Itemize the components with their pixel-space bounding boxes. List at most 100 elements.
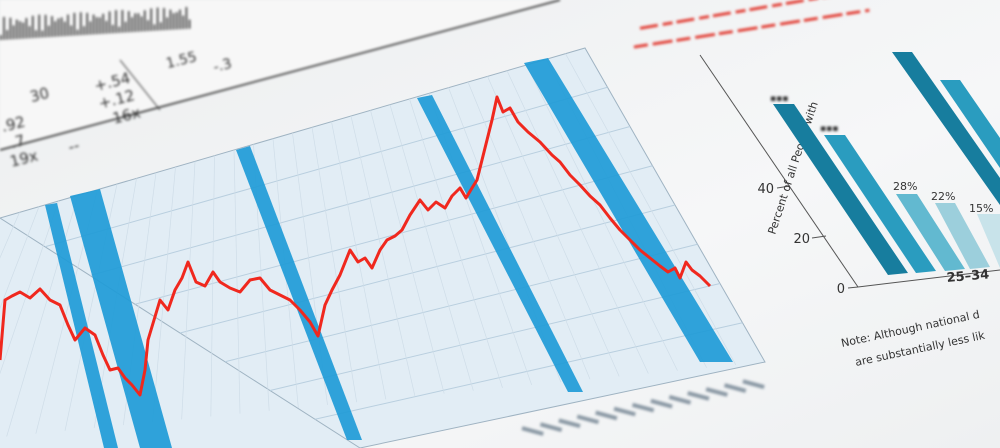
- recession-stripes: [45, 58, 733, 448]
- histogram-bar: [185, 7, 188, 29]
- table-divider: [119, 59, 161, 111]
- grid-line-horizontal: [314, 322, 743, 420]
- x-tick-label-blurred: [650, 398, 673, 409]
- histogram-bar: [67, 14, 69, 36]
- histogram-bar: [86, 12, 88, 35]
- bar-5: [977, 214, 1000, 268]
- blue-stripe: [236, 146, 362, 440]
- grid-line-vertical: [350, 115, 416, 397]
- histogram-fragment: [0, 7, 191, 40]
- table-cell: 30: [28, 84, 51, 106]
- red-header-text: [633, 0, 870, 49]
- histogram-bar: [176, 12, 178, 30]
- histogram-bar: [128, 11, 130, 33]
- bar-4: [935, 203, 990, 269]
- tick-40: [776, 185, 791, 189]
- x-tick-label-blurred: [687, 391, 710, 401]
- histogram-bar: [83, 26, 85, 36]
- histogram-bar: [89, 21, 92, 35]
- printed-table-sheet: 30 +.54 .92 +.12 .7 16x 19x -- 1.55 -.3: [0, 0, 561, 171]
- grid-line-vertical: [0, 212, 20, 259]
- grid-line-horizontal: [89, 126, 631, 276]
- table-edge-line: [0, 0, 561, 151]
- histogram-bar: [44, 14, 47, 38]
- grid-line-vertical: [487, 76, 620, 377]
- histogram-bar: [124, 21, 127, 33]
- x-tick-label-blurred: [668, 395, 692, 405]
- histogram-bar: [80, 12, 82, 36]
- histogram-bar: [92, 14, 95, 35]
- histogram-bar: [182, 15, 184, 30]
- table-cell: .92: [0, 113, 27, 136]
- x-tick-label-blurred: [742, 379, 765, 389]
- bar-3: [896, 194, 965, 271]
- x-tick-label-blurred: [576, 414, 600, 425]
- price-line: [0, 95, 712, 397]
- histogram-bar: [60, 17, 63, 37]
- category-label: 25–34: [946, 267, 990, 286]
- histogram-bar: [131, 17, 133, 33]
- histogram-bar: [0, 35, 2, 40]
- x-tick-label-blurred: [521, 426, 544, 436]
- histogram-bar: [150, 8, 152, 31]
- histogram-bar: [54, 21, 56, 37]
- histogram-bar: [153, 24, 156, 31]
- table-cell: 1.55: [164, 49, 198, 72]
- histogram-bar: [19, 21, 21, 39]
- histogram-bar: [140, 16, 143, 32]
- histogram-bar: [64, 21, 66, 37]
- y-tick-20: 20: [793, 232, 810, 247]
- histogram-bar: [99, 17, 101, 35]
- bar-label-blurred: ▪▪▪: [770, 94, 788, 104]
- bar-label-15: 15%: [969, 202, 993, 215]
- histogram-bar: [76, 29, 79, 36]
- x-tick-label-blurred: [558, 418, 581, 429]
- red-text-line: [633, 8, 870, 49]
- grid-line-vertical: [6, 195, 79, 437]
- table-cell: .7: [9, 131, 27, 152]
- histogram-bar: [6, 30, 8, 40]
- bar-teal-tall: [940, 80, 1000, 168]
- y-tick-0: 0: [837, 282, 845, 297]
- blue-stripe: [417, 95, 583, 392]
- line-chart: [0, 47, 766, 448]
- histogram-bar: [121, 10, 124, 33]
- histogram-bar: [163, 8, 165, 31]
- grid-line-vertical: [181, 161, 196, 420]
- table-cell: -.3: [212, 56, 234, 76]
- histogram-bar: [38, 14, 40, 38]
- y-axis: [699, 54, 859, 288]
- bar-dark-tall: [892, 52, 1000, 205]
- x-tick-label-blurred: [539, 422, 563, 432]
- blue-stripe: [70, 189, 172, 448]
- grid-line-vertical: [152, 166, 176, 423]
- histogram-bar: [144, 10, 146, 32]
- histogram-bar: [73, 12, 76, 36]
- x-tick-label-blurred: [724, 383, 747, 393]
- histogram-bar: [48, 25, 50, 38]
- histogram-bar: [96, 17, 98, 35]
- histogram-bar: [160, 22, 162, 31]
- histogram-bar: [12, 25, 15, 40]
- histogram-bar: [108, 11, 111, 34]
- histogram-bar: [51, 16, 53, 37]
- blue-stripe: [524, 58, 733, 362]
- bar-2: [824, 135, 936, 273]
- histogram-bar: [16, 19, 18, 40]
- bar-label-22: 22%: [931, 190, 955, 203]
- histogram-bar: [169, 9, 172, 30]
- histogram-bar: [70, 25, 72, 36]
- bar-label-blurred: ▪▪▪: [820, 124, 838, 134]
- grid-line-horizontal: [179, 204, 676, 334]
- grid-line-vertical: [370, 110, 445, 394]
- grid-line-horizontal: [224, 243, 698, 363]
- histogram-bar: [28, 26, 31, 39]
- histogram-bar: [112, 24, 114, 34]
- histogram-bar: [35, 30, 37, 38]
- histogram-bar: [102, 13, 104, 34]
- histogram-bar: [57, 18, 60, 37]
- grid-line-vertical: [506, 70, 649, 374]
- x-tick-label-blurred: [613, 406, 636, 417]
- histogram-bar: [134, 13, 136, 32]
